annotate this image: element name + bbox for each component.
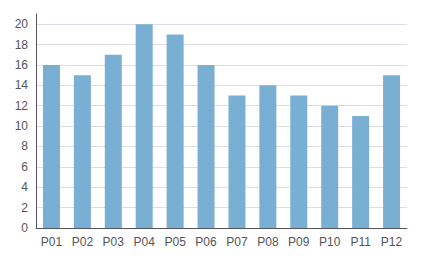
- svg-text:18: 18: [15, 38, 29, 52]
- svg-text:P08: P08: [257, 235, 279, 249]
- svg-text:12: 12: [15, 99, 29, 113]
- svg-text:P01: P01: [41, 235, 63, 249]
- svg-text:10: 10: [15, 119, 29, 133]
- svg-text:P09: P09: [288, 235, 310, 249]
- svg-text:P02: P02: [72, 235, 94, 249]
- svg-text:2: 2: [21, 201, 28, 215]
- svg-text:20: 20: [15, 17, 29, 31]
- svg-text:8: 8: [21, 139, 28, 153]
- svg-text:P04: P04: [134, 235, 156, 249]
- svg-text:4: 4: [21, 180, 28, 194]
- svg-text:16: 16: [15, 58, 29, 72]
- svg-text:P06: P06: [195, 235, 217, 249]
- svg-text:P05: P05: [164, 235, 186, 249]
- svg-text:6: 6: [21, 160, 28, 174]
- svg-text:P07: P07: [226, 235, 248, 249]
- svg-text:0: 0: [21, 221, 28, 235]
- svg-text:P10: P10: [319, 235, 341, 249]
- svg-text:P12: P12: [381, 235, 403, 249]
- svg-text:14: 14: [15, 78, 29, 92]
- svg-text:P11: P11: [350, 235, 371, 249]
- svg-text:P03: P03: [103, 235, 125, 249]
